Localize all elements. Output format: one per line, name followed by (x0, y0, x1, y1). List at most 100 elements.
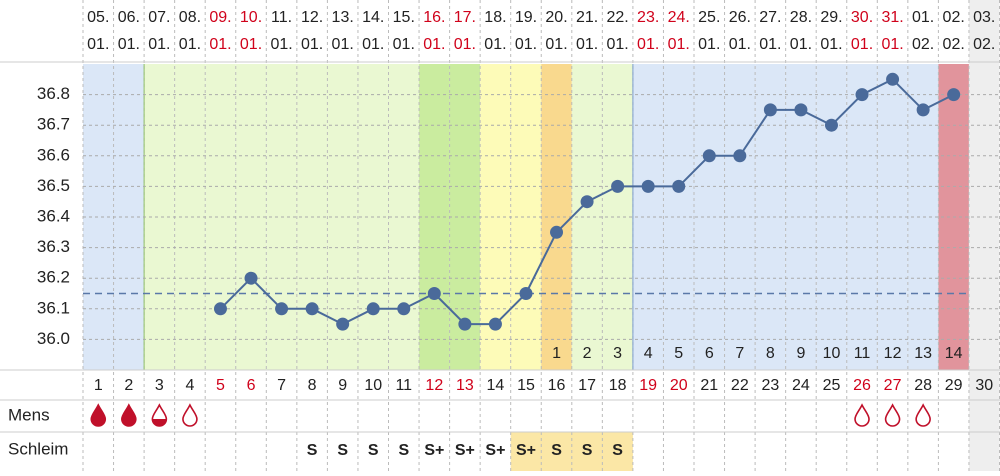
date-day: 01. (912, 9, 934, 26)
date-month: 01. (668, 36, 690, 53)
temperature-point (855, 88, 869, 102)
date-month: 01. (332, 36, 354, 53)
day-number: 9 (338, 377, 347, 394)
day-number: 2 (124, 377, 133, 394)
schleim-value: S+ (516, 442, 536, 459)
temperature-point (611, 179, 625, 193)
post-ovulation-day: 5 (674, 345, 683, 362)
date-month: 01. (179, 36, 201, 53)
temperature-point (397, 302, 411, 316)
date-day: 02. (943, 9, 965, 26)
date-day: 26. (729, 9, 751, 26)
phase-band (816, 64, 847, 370)
day-number: 4 (185, 377, 194, 394)
date-day: 14. (362, 9, 384, 26)
day-number: 12 (425, 377, 443, 394)
post-ovulation-day: 1 (552, 345, 561, 362)
day-number: 30 (975, 377, 993, 394)
schleim-value: S+ (424, 442, 444, 459)
y-tick-label: 36.0 (37, 329, 70, 348)
date-month: 01. (301, 36, 323, 53)
temperature-point (947, 88, 961, 102)
y-tick-label: 36.1 (37, 298, 70, 317)
temperature-point (733, 149, 747, 163)
day-number: 3 (155, 377, 164, 394)
day-number: 17 (578, 377, 596, 394)
date-day: 16. (423, 9, 445, 26)
mens-icon (121, 403, 137, 427)
date-day: 30. (851, 9, 873, 26)
schleim-value: S+ (485, 442, 505, 459)
y-tick-label: 36.2 (37, 268, 70, 287)
mens-icon (915, 403, 931, 427)
post-ovulation-day: 10 (823, 345, 841, 362)
temperature-point (336, 317, 350, 331)
schleim-value: S (551, 442, 562, 459)
day-number: 8 (308, 377, 317, 394)
post-ovulation-day: 3 (613, 345, 622, 362)
temperature-point (824, 118, 838, 132)
date-month: 02. (943, 36, 965, 53)
day-number: 11 (395, 377, 412, 394)
mens-icon (182, 403, 198, 427)
day-number: 26 (853, 377, 871, 394)
date-month: 01. (576, 36, 598, 53)
day-number: 13 (456, 377, 474, 394)
date-day: 25. (698, 9, 720, 26)
temperature-point (305, 302, 319, 316)
date-day: 28. (790, 9, 812, 26)
date-month: 01. (607, 36, 629, 53)
temperature-point (213, 302, 227, 316)
date-month: 01. (515, 36, 537, 53)
date-day: 08. (179, 9, 201, 26)
day-number: 10 (364, 377, 382, 394)
y-tick-label: 36.7 (37, 115, 70, 134)
y-tick-label: 36.4 (37, 206, 70, 225)
day-number: 16 (548, 377, 566, 394)
post-ovulation-day: 11 (854, 345, 871, 362)
temperature-point (366, 302, 380, 316)
y-tick-label: 36.3 (37, 237, 70, 256)
temperature-point (794, 103, 808, 117)
date-day: 13. (332, 9, 354, 26)
post-ovulation-day: 6 (705, 345, 714, 362)
schleim-value: S (337, 442, 348, 459)
post-ovulation-day: 9 (796, 345, 805, 362)
phase-band (144, 64, 175, 370)
post-ovulation-day: 12 (884, 345, 902, 362)
post-ovulation-day: 13 (914, 345, 932, 362)
temperature-point (886, 72, 900, 86)
date-month: 01. (698, 36, 720, 53)
day-number: 6 (247, 377, 256, 394)
date-month: 01. (148, 36, 170, 53)
day-number: 7 (277, 377, 286, 394)
date-day: 18. (484, 9, 506, 26)
mens-icon (854, 403, 870, 427)
date-month: 02. (912, 36, 934, 53)
day-number: 25 (823, 377, 841, 394)
post-ovulation-day: 4 (644, 345, 653, 362)
day-number: 1 (94, 377, 103, 394)
date-day: 24. (668, 9, 690, 26)
date-month: 01. (118, 36, 140, 53)
temperature-point (488, 317, 502, 331)
temperature-point (580, 195, 594, 209)
date-month: 01. (270, 36, 292, 53)
last-column (968, 0, 1000, 471)
post-ovulation-day: 8 (766, 345, 775, 362)
post-ovulation-day: 2 (583, 345, 592, 362)
day-number: 29 (945, 377, 963, 394)
schleim-value: S (307, 442, 318, 459)
date-month: 01. (423, 36, 445, 53)
date-day: 17. (454, 9, 476, 26)
post-ovulation-day: 14 (945, 345, 963, 362)
day-number: 21 (700, 377, 718, 394)
temperature-point (763, 103, 777, 117)
date-day: 19. (515, 9, 537, 26)
date-day: 29. (820, 9, 842, 26)
post-ovulation-day: 7 (735, 345, 744, 362)
day-number: 22 (731, 377, 749, 394)
day-number: 19 (639, 377, 657, 394)
y-tick-label: 36.8 (37, 84, 70, 103)
